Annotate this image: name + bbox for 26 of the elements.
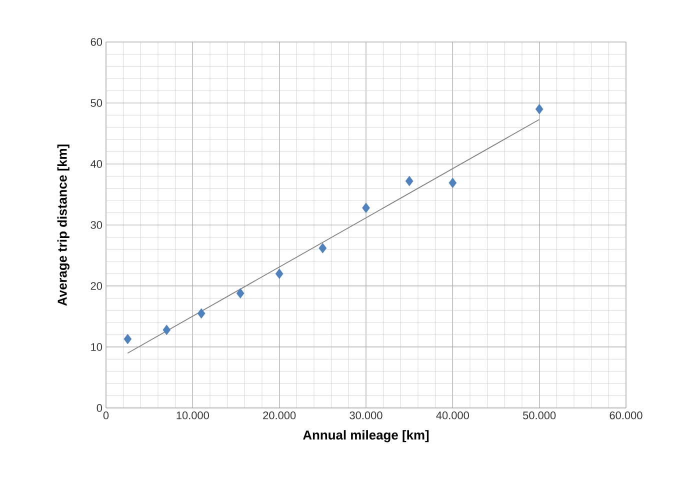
y-tick-label: 40 [90,160,102,168]
x-tick-label: 50.000 [523,412,556,420]
point [236,288,244,298]
y-tick-label: 60 [90,38,102,46]
x-tick-label: 10.000 [176,412,209,420]
point [275,268,284,279]
y-tick-label: 0 [96,404,102,412]
point [197,308,206,319]
y-tick-label: 50 [90,99,102,107]
point [124,334,132,344]
point [448,178,457,188]
point [405,176,414,186]
x-tick-label: 20.000 [263,412,296,420]
x-tick-label: 40.000 [436,412,469,420]
point [362,202,370,214]
y-axis-title: Average trip distance [km] [57,144,70,306]
point [318,242,327,254]
point [535,104,544,114]
x-axis-title: Annual mileage [km] [303,430,429,442]
point [162,324,171,336]
x-tick-label: 0 [103,412,109,420]
y-tick-label: 10 [91,343,102,351]
y-tick-label: 20 [90,282,102,290]
x-tick-label: 30.000 [350,412,382,420]
x-tick-label: 60.000 [610,412,642,420]
y-tick-label: 30 [90,221,102,229]
